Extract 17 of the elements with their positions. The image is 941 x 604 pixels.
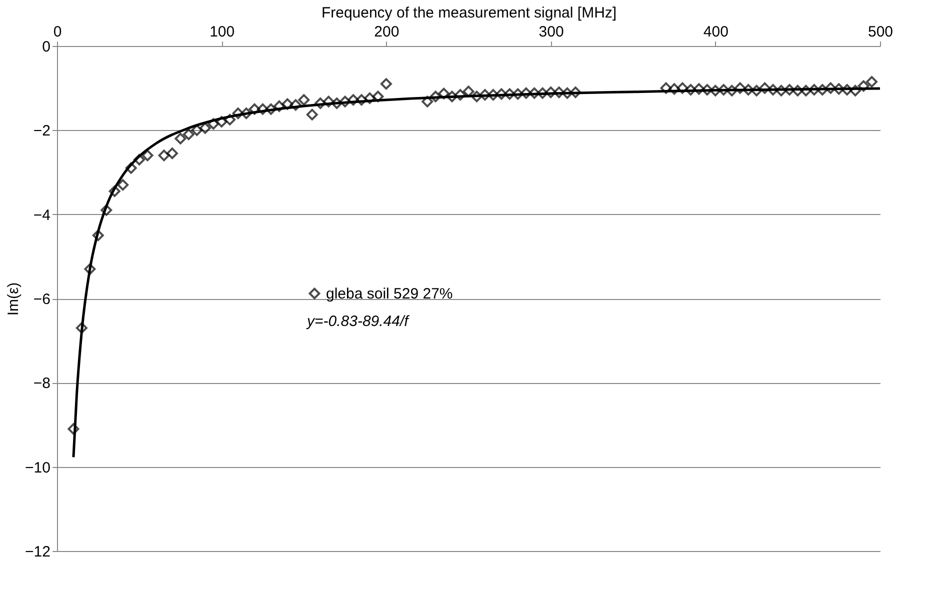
x-tick-label: 300 [538,24,564,40]
x-axis-title: Frequency of the measurement signal [MHz] [321,4,617,22]
y-tick-label: −12 [25,544,50,560]
x-tick-label: 200 [374,24,400,40]
y-tick-label: −4 [33,206,50,224]
y-axis-title: Im(ε) [5,282,22,316]
y-tick-label: −8 [33,375,50,392]
y-tick-label: −2 [33,122,50,140]
x-tick-label: 100 [210,24,235,40]
y-tick-label: −10 [25,459,50,476]
y-tick-label: −6 [33,291,50,308]
x-tick-label: 400 [703,24,728,40]
x-tick-label: 0 [53,24,62,40]
annotation: y=-0.83-89.44/f [306,313,410,330]
x-tick-label: 500 [868,24,894,40]
legend-label: gleba soil 529 27% [326,286,453,302]
y-tick-label: 0 [42,38,50,56]
